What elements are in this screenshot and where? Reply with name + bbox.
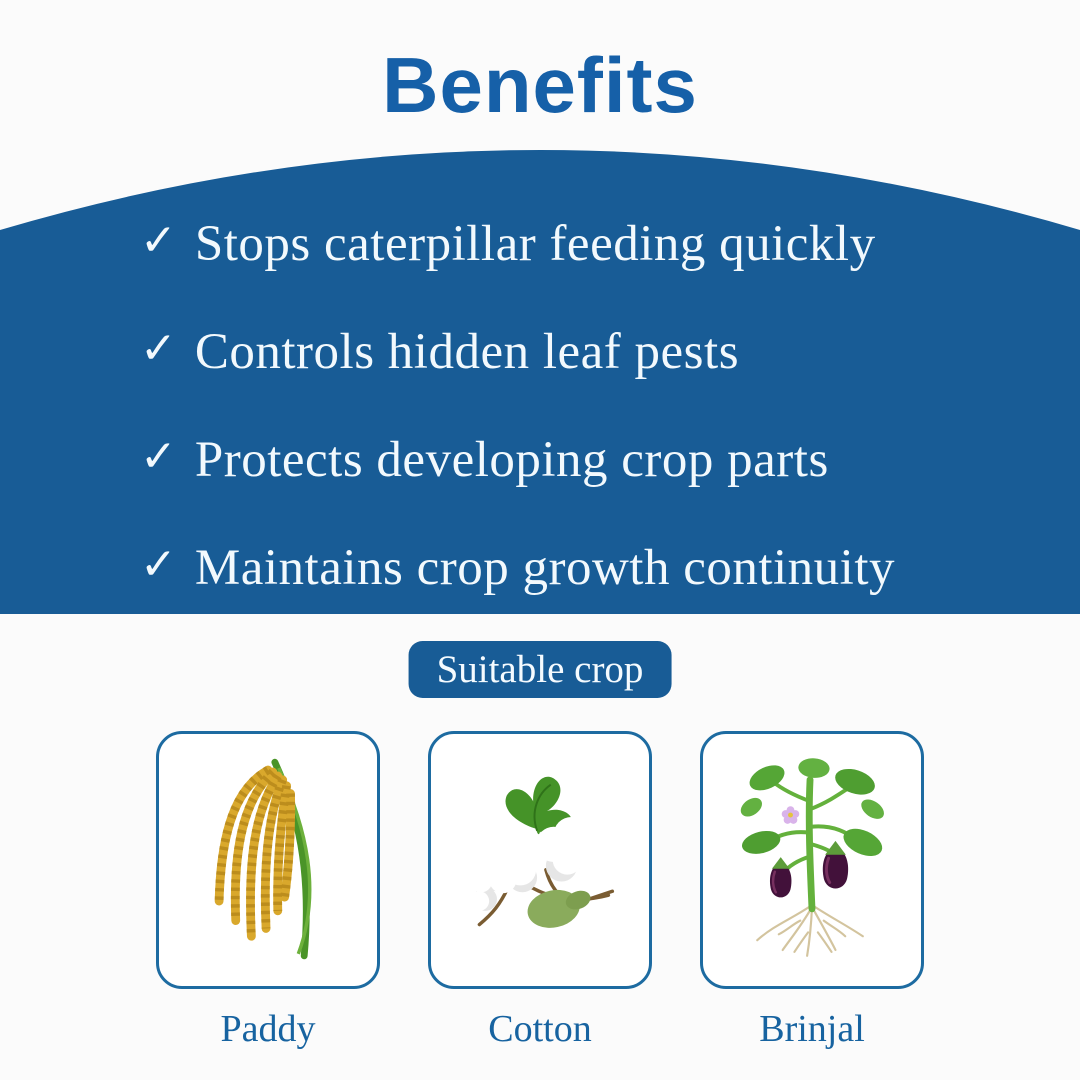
crop-item-paddy: Paddy — [156, 731, 380, 1051]
benefit-item-label: Maintains crop growth continuity — [194, 539, 896, 596]
cotton-plant-icon — [469, 776, 615, 928]
crop-item-brinjal: Brinjal — [700, 731, 924, 1051]
crop-card-brinjal — [700, 731, 924, 989]
benefit-item-label: Stops caterpillar feeding quickly — [194, 215, 876, 272]
banner-curve-shape — [0, 150, 1080, 614]
benefit-item: ✓ Stops caterpillar feeding quickly — [140, 215, 895, 272]
checkmark-icon: ✓ — [140, 215, 177, 266]
checkmark-icon: ✓ — [140, 431, 177, 482]
paddy-plant-icon — [214, 758, 312, 960]
suitable-crops-row: Paddy — [0, 731, 1080, 1051]
crop-label-cotton: Cotton — [488, 1008, 592, 1050]
benefits-banner: ✓ Stops caterpillar feeding quickly ✓ Co… — [0, 150, 1080, 614]
suitable-crop-badge: Suitable crop — [408, 641, 672, 698]
benefit-item-label: Protects developing crop parts — [194, 431, 829, 488]
page-title: Benefits — [382, 41, 698, 129]
benefit-item: ✓ Protects developing crop parts — [140, 431, 895, 488]
checkmark-icon: ✓ — [140, 323, 177, 374]
checkmark-icon: ✓ — [140, 539, 177, 590]
crop-label-brinjal: Brinjal — [759, 1008, 865, 1050]
crop-card-paddy — [156, 731, 380, 989]
crop-card-cotton — [428, 731, 652, 989]
benefit-item: ✓ Maintains crop growth continuity — [140, 539, 896, 596]
benefit-item-label: Controls hidden leaf pests — [194, 323, 740, 380]
brinjal-plant-icon — [740, 758, 884, 957]
crop-label-paddy: Paddy — [220, 1008, 316, 1050]
benefit-list: ✓ Stops caterpillar feeding quickly ✓ Co… — [140, 215, 896, 596]
crop-item-cotton: Cotton — [428, 731, 652, 1051]
suitable-crop-label: Suitable crop — [436, 648, 644, 691]
benefit-item: ✓ Controls hidden leaf pests — [140, 323, 895, 380]
